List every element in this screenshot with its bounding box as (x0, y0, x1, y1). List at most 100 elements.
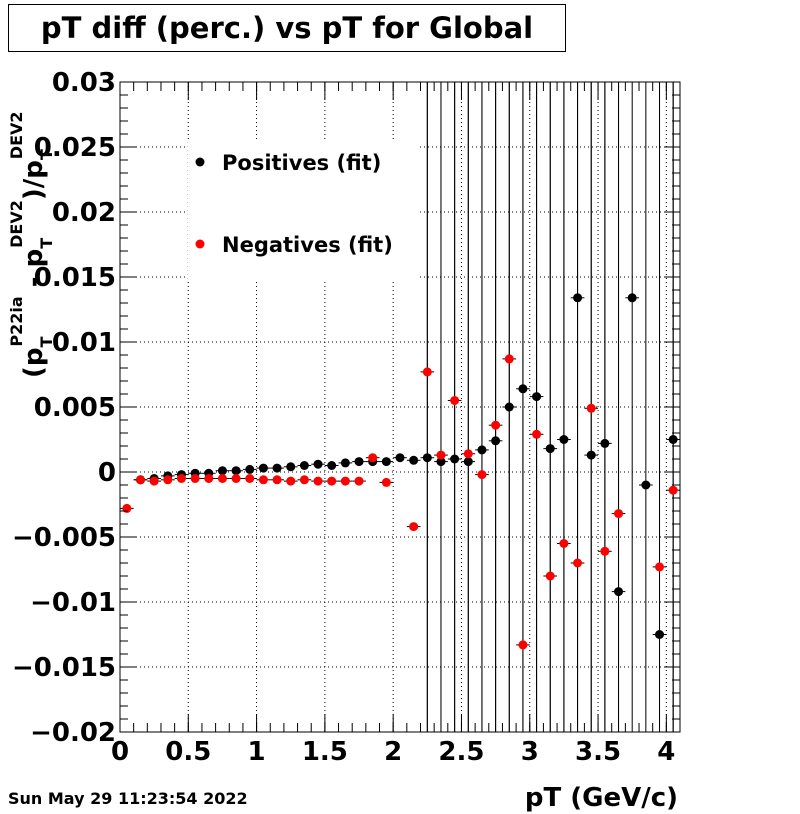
x-axis-title: pT (GeV/c) (525, 783, 678, 813)
legend-marker-negatives (195, 239, 205, 249)
data-points-layer (122, 293, 678, 650)
data-point-negatives (176, 474, 186, 483)
x-tick-label: 3 (521, 737, 539, 767)
data-point-negatives (163, 475, 173, 485)
data-point-positives (409, 455, 419, 465)
data-point-negatives (217, 474, 227, 483)
legend-label-positives: Positives (fit) (222, 151, 381, 175)
data-point-positives (245, 464, 255, 474)
data-point-negatives (559, 539, 569, 548)
y-tick-label: −0.01 (30, 588, 116, 618)
data-point-positives (545, 444, 555, 454)
data-point-negatives (600, 546, 610, 556)
data-point-positives (258, 463, 268, 473)
y-tick-label: −0.005 (12, 523, 116, 553)
data-point-negatives (655, 562, 665, 572)
data-point-positives (600, 438, 610, 448)
y-tick-label: −0.015 (12, 653, 116, 683)
data-point-negatives (491, 420, 501, 430)
x-tick-label: 0 (111, 737, 129, 767)
data-point-positives (436, 457, 446, 467)
chart-title-box: pT diff (perc.) vs pT for Global (8, 4, 566, 52)
data-point-positives (354, 457, 364, 467)
data-point-negatives (327, 476, 337, 486)
x-tick-label: 2.5 (438, 737, 484, 767)
y-axis-title-sup1: P22ia (7, 296, 26, 346)
data-point-positives (422, 453, 432, 463)
data-point-negatives (231, 474, 241, 483)
legend-marker-positives (195, 157, 205, 167)
y-axis-title-close: )/p (19, 160, 49, 200)
data-point-negatives (190, 474, 200, 483)
data-point-negatives (422, 367, 432, 377)
legend: Positives (fit) Negatives (fit) (188, 140, 418, 280)
data-point-negatives (122, 503, 132, 513)
y-axis-title-sub3: T (37, 149, 56, 160)
data-point-negatives (286, 476, 296, 486)
data-point-positives (272, 463, 282, 473)
data-point-negatives (463, 449, 473, 459)
data-point-positives (463, 457, 473, 467)
data-point-negatives (149, 476, 159, 486)
y-tick-label: −0.02 (30, 718, 116, 748)
data-point-negatives (381, 477, 391, 487)
x-tick-label: 3.5 (575, 737, 621, 767)
y-tick-label: 0.015 (34, 263, 116, 293)
data-point-negatives (532, 429, 542, 439)
data-point-negatives (668, 485, 678, 495)
y-tick-label: 0.005 (34, 393, 116, 423)
data-point-positives (313, 459, 323, 469)
data-point-positives (340, 458, 350, 468)
data-point-positives (518, 384, 528, 394)
data-point-positives (217, 466, 227, 476)
data-point-negatives (354, 476, 364, 486)
data-point-positives (231, 466, 241, 476)
x-tick-label: 2 (384, 737, 402, 767)
data-point-negatives (245, 474, 255, 483)
data-point-negatives (340, 476, 350, 486)
data-point-negatives (135, 475, 145, 485)
data-point-negatives (614, 509, 624, 519)
y-axis-title: (pTP22ia - pTDEV2)/pTDEV2 (7, 111, 56, 378)
axis-ticks-layer: 0 0.5 1 1.5 2 2.5 3 3.5 4 −0.02 −0.015 −0.01 −0.005 0… (12, 68, 681, 767)
y-tick-label: 0.03 (52, 68, 116, 98)
data-point-negatives (368, 453, 378, 463)
data-point-negatives (272, 475, 282, 485)
data-point-negatives (204, 474, 214, 483)
data-point-positives (532, 392, 542, 402)
data-point-negatives (518, 640, 528, 650)
data-point-negatives (586, 403, 596, 413)
data-point-positives (450, 454, 460, 464)
legend-label-negatives: Negatives (fit) (222, 233, 393, 257)
y-tick-label: 0.02 (52, 198, 116, 228)
data-point-negatives (450, 396, 460, 405)
data-point-positives (614, 587, 624, 597)
data-point-positives (668, 435, 678, 444)
data-point-positives (655, 630, 665, 639)
data-point-negatives (409, 522, 419, 532)
data-point-positives (491, 436, 501, 446)
data-point-positives (641, 480, 651, 490)
data-point-positives (381, 457, 391, 467)
data-point-positives (627, 293, 637, 303)
y-axis-title-sub2: T (37, 238, 56, 249)
y-axis-title-sup3: DEV2 (7, 111, 26, 159)
footer-timestamp: Sun May 29 11:23:54 2022 (8, 789, 248, 808)
data-point-positives (327, 461, 337, 470)
x-tick-label: 4 (657, 737, 675, 767)
data-point-negatives (258, 475, 268, 485)
y-tick-label: 0 (98, 458, 116, 488)
data-point-positives (559, 435, 569, 444)
data-point-negatives (299, 475, 309, 485)
y-axis-title-sub1: T (37, 337, 56, 348)
data-point-negatives (573, 558, 583, 568)
data-point-positives (477, 445, 487, 455)
x-tick-label: 0.5 (165, 737, 211, 767)
y-axis-title-open: (p (19, 348, 49, 379)
y-axis-title-minus: - p (19, 249, 49, 297)
data-point-positives (573, 293, 583, 303)
data-point-negatives (504, 354, 514, 364)
y-tick-label: 0.01 (52, 328, 116, 358)
legend-background (188, 140, 418, 280)
data-point-negatives (477, 470, 487, 480)
